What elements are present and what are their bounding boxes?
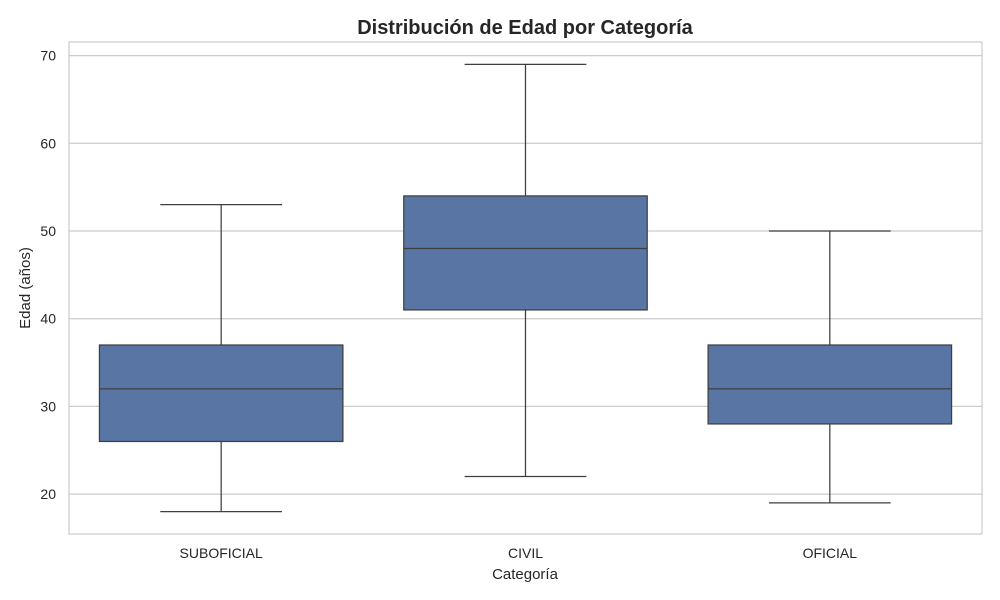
- box-group-oficial: [707, 230, 953, 504]
- y-tick-label: 20: [40, 486, 56, 502]
- boxes: [98, 63, 953, 513]
- y-tick-label: 40: [40, 311, 56, 327]
- y-tick-label: 70: [40, 48, 56, 64]
- iqr-box: [98, 344, 344, 443]
- iqr-box: [707, 344, 953, 425]
- x-tick-label: CIVIL: [508, 545, 543, 561]
- x-axis-label: Categoría: [492, 566, 559, 583]
- y-tick-label: 60: [40, 135, 56, 151]
- y-axis-label: Edad (años): [17, 247, 34, 329]
- box-group-civil: [403, 63, 648, 478]
- iqr-box: [403, 195, 648, 311]
- chart-title: Distribución de Edad por Categoría: [357, 17, 693, 39]
- y-tick-label: 50: [40, 223, 56, 239]
- y-tick-label: 30: [40, 398, 56, 414]
- plot-area-frame: [68, 41, 983, 535]
- box-group-suboficial: [98, 204, 344, 513]
- x-tick-label: OFICIAL: [803, 545, 858, 561]
- x-tick-label: SUBOFICIAL: [180, 545, 263, 561]
- tick-labels: 20 30 40 50 60 70 SUBOFICIAL CIVIL OFICIAL: [40, 48, 857, 561]
